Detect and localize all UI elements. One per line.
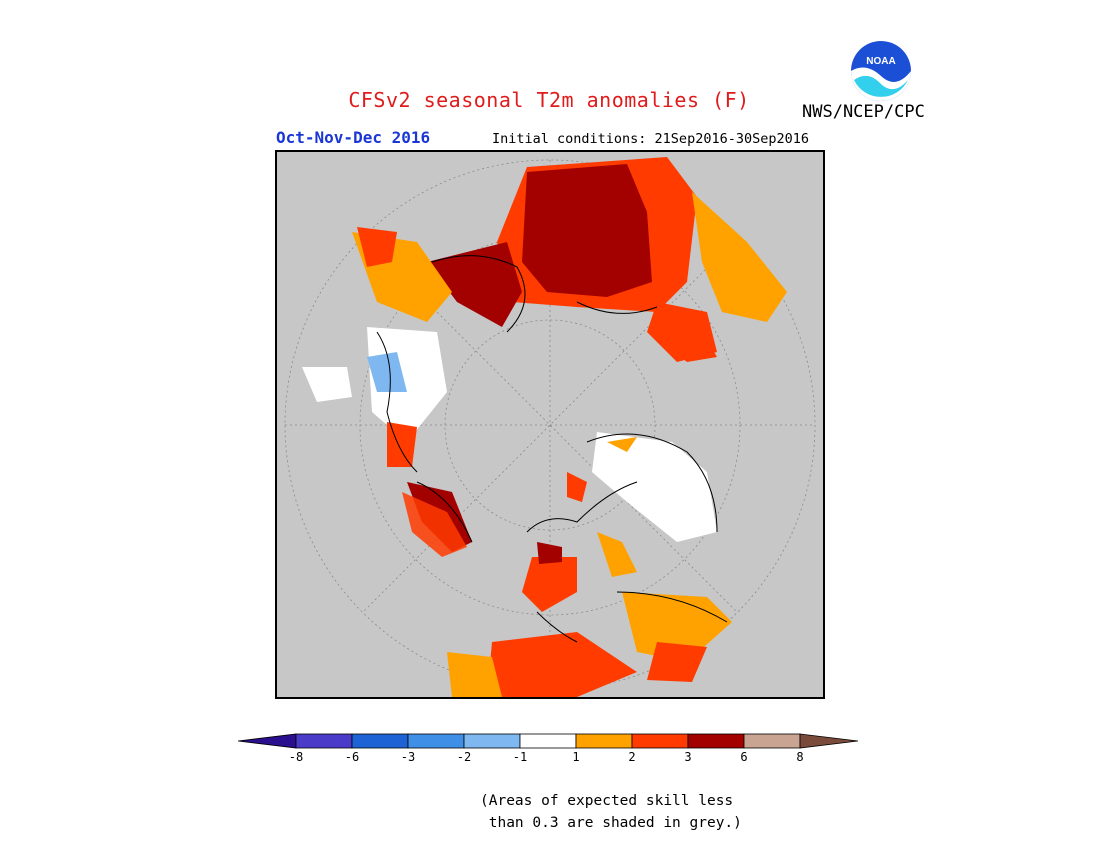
colorbar-cell (687, 733, 745, 749)
colorbar-cell (463, 733, 521, 749)
polar-map (275, 150, 825, 699)
colorbar-cell (407, 733, 465, 749)
colorbar-cell (519, 733, 577, 749)
colorbar-tick-label: 3 (684, 750, 692, 764)
coastlines (376, 255, 728, 643)
colorbar-cells (295, 733, 801, 749)
colorbar-cell (631, 733, 689, 749)
colorbar-tick-label: 1 (572, 750, 580, 764)
greenland-anomaly-2-3 (402, 492, 467, 557)
canada-anomaly-1-2 (607, 437, 637, 452)
map-title: CFSv2 seasonal T2m anomalies (F) (348, 88, 750, 112)
agency-label: NWS/NCEP/CPC (802, 102, 925, 122)
arctic-canada-anomaly (567, 472, 587, 502)
us-anomaly-1-2 (622, 592, 732, 662)
alaska-anomaly-2-3 (522, 557, 577, 612)
pacific-anomaly-1-2 (447, 652, 502, 697)
us-anomaly-2-3 (647, 642, 707, 682)
colorbar-tick-label: 2 (628, 750, 636, 764)
colorbar-tick-label: -6 (344, 750, 360, 764)
colorbar-tick-label: -3 (400, 750, 416, 764)
skill-note: (Areas of expected skill less than 0.3 a… (480, 793, 742, 831)
europe-anomaly-3-6 (427, 242, 522, 327)
colorbar-cell (575, 733, 633, 749)
colorbar-tick-label: -8 (288, 750, 304, 764)
forecast-period: Oct-Nov-Dec 2016 (276, 128, 431, 147)
colorbar-tick-label: 8 (796, 750, 804, 764)
middle-east-anomaly (387, 422, 417, 467)
alaska-anomaly-3-6 (537, 542, 562, 564)
noaa-logo: NOAA (851, 41, 911, 101)
colorbar-tick-label: 6 (740, 750, 748, 764)
east-asia-coast-anomaly (657, 312, 717, 362)
svg-text:NOAA: NOAA (866, 56, 895, 67)
colorbar-tick-label: -2 (456, 750, 472, 764)
colorbar (238, 733, 859, 749)
pacific-anomaly-2-3 (487, 632, 637, 697)
colorbar-high-arrow (799, 733, 859, 749)
europe-anomaly-2-3 (357, 227, 397, 267)
hudson-anomaly-1-2 (597, 532, 637, 577)
colorbar-cell (295, 733, 353, 749)
east-asia-anomaly-1-2 (692, 192, 787, 322)
west-africa-normal (302, 367, 352, 402)
colorbar-low-arrow (238, 733, 297, 749)
canada-normal (592, 432, 717, 542)
siberia-anomaly-3-6 (522, 164, 652, 297)
colorbar-cell (743, 733, 801, 749)
initial-conditions: Initial conditions: 21Sep2016-30Sep2016 (492, 131, 809, 147)
colorbar-cell (351, 733, 409, 749)
north-africa-cool (367, 352, 407, 392)
colorbar-tick-label: -1 (512, 750, 528, 764)
map-canvas (284, 157, 816, 697)
